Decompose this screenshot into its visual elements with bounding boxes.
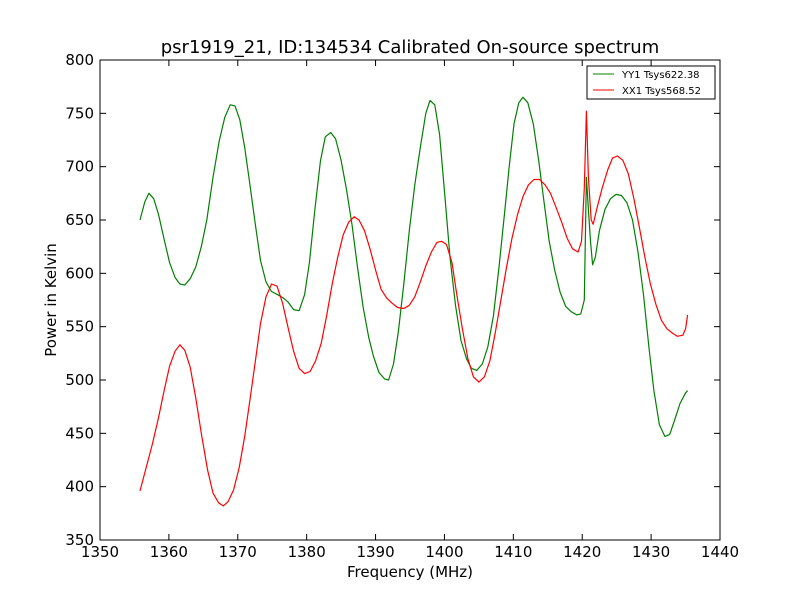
legend-label-yy1: YY1 Tsys622.38 [621, 70, 700, 81]
y-tick-label: 400 [65, 478, 94, 496]
x-tick-label: 1410 [494, 543, 532, 561]
x-tick-label: 1370 [219, 543, 257, 561]
legend: YY1 Tsys622.38 XX1 Tsys568.52 [586, 65, 716, 100]
y-tick-label: 450 [65, 424, 94, 442]
x-tick-label: 1430 [632, 543, 670, 561]
x-tick-label: 1400 [425, 543, 463, 561]
y-tick-label: 350 [65, 531, 94, 549]
series-line-1 [139, 110, 689, 507]
y-tick-label: 800 [65, 51, 94, 69]
series-layer [139, 96, 689, 507]
ticks-layer: 1350 1360 1370 1380 1390 1400 1410 1420 1430 1440… [65, 51, 739, 561]
legend-label-xx1: XX1 Tsys568.52 [622, 86, 701, 97]
x-tick-label: 1350 [81, 543, 119, 561]
x-tick-label: 1360 [150, 543, 188, 561]
x-tick-label: 1440 [701, 543, 739, 561]
y-tick-label: 550 [65, 318, 94, 336]
y-axis-title: Power in Kelvin [42, 243, 60, 357]
y-tick-label: 700 [65, 158, 94, 176]
x-tick-label: 1390 [356, 543, 394, 561]
x-tick-label: 1420 [563, 543, 601, 561]
series-line-0 [139, 96, 689, 438]
y-tick-label: 750 [65, 104, 94, 122]
plot-area [99, 59, 721, 541]
y-tick-label: 500 [65, 371, 94, 389]
chart-title: psr1919_21, ID:134534 Calibrated On-sour… [161, 37, 660, 58]
x-axis-title: Frequency (MHz) [347, 563, 473, 581]
y-tick-label: 600 [65, 264, 94, 282]
x-tick-label: 1380 [288, 543, 326, 561]
legend-box [586, 65, 716, 100]
y-tick-label: 650 [65, 211, 94, 229]
